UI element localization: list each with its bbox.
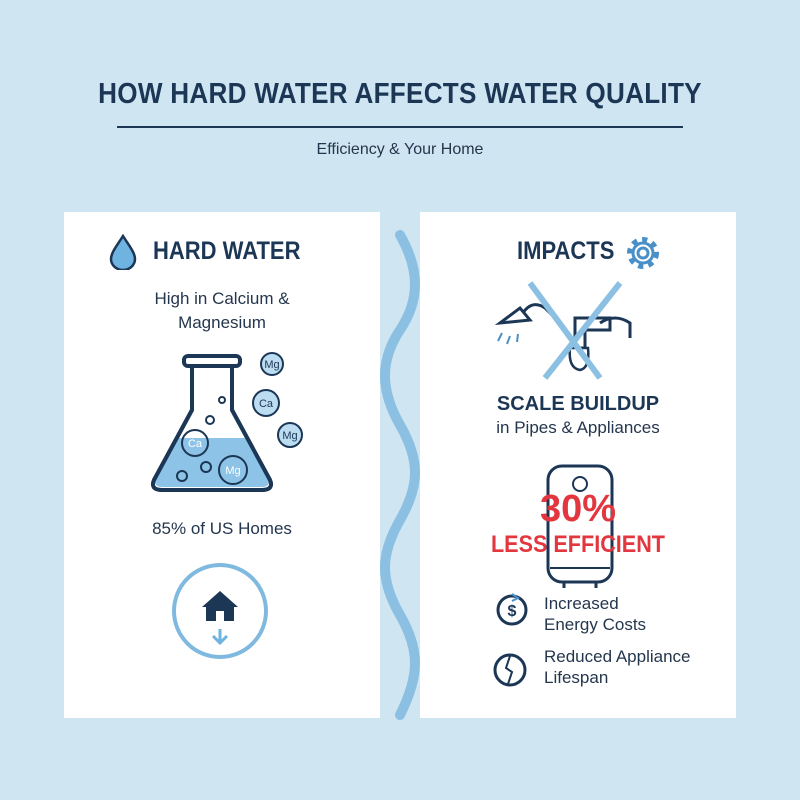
molecule — [181, 429, 209, 457]
cost-icon: $ — [496, 593, 528, 626]
wave — [380, 230, 420, 720]
stat: 85% of US Homes — [152, 519, 292, 538]
molecule-label: Mg — [282, 430, 297, 442]
heading: HARD WATER — [153, 237, 301, 265]
efficiency-value: 30% — [539, 488, 617, 530]
molecule-label: Mg — [264, 359, 279, 371]
water-heater — [546, 464, 614, 588]
molecule-label: Ca — [188, 438, 203, 450]
efficiency-label: LESS EFFICIENT — [490, 531, 666, 558]
flask-illustration: Mg Ca Mg Ca Mg — [151, 352, 303, 492]
molecule-label: Ca — [259, 398, 274, 410]
title: HOW HARD WATER AFFECTS WATER QUALITY — [98, 78, 702, 110]
subtitle: Efficiency & Your Home — [316, 141, 484, 158]
lifespan-icon — [493, 653, 527, 687]
gear-icon — [627, 237, 659, 269]
home-icon — [172, 563, 268, 659]
molecule-label: Mg — [225, 465, 240, 477]
drop-icon — [109, 234, 137, 270]
molecule — [252, 389, 280, 417]
effect: Increased Energy Costs — [544, 594, 647, 634]
impact-title: SCALE BUILDUP — [496, 393, 660, 415]
svg-text:$: $ — [508, 603, 517, 620]
faucet-illustration — [494, 281, 632, 380]
title-rule — [117, 126, 683, 128]
molecule — [277, 422, 303, 448]
molecule — [218, 455, 248, 485]
effect: Reduced Appliance Lifespan — [544, 647, 691, 687]
molecule — [260, 352, 284, 376]
impact-subtitle: in Pipes & Appliances — [496, 418, 660, 437]
heading: IMPACTS — [517, 237, 615, 265]
description: High in Calcium & Magnesium — [154, 289, 290, 332]
